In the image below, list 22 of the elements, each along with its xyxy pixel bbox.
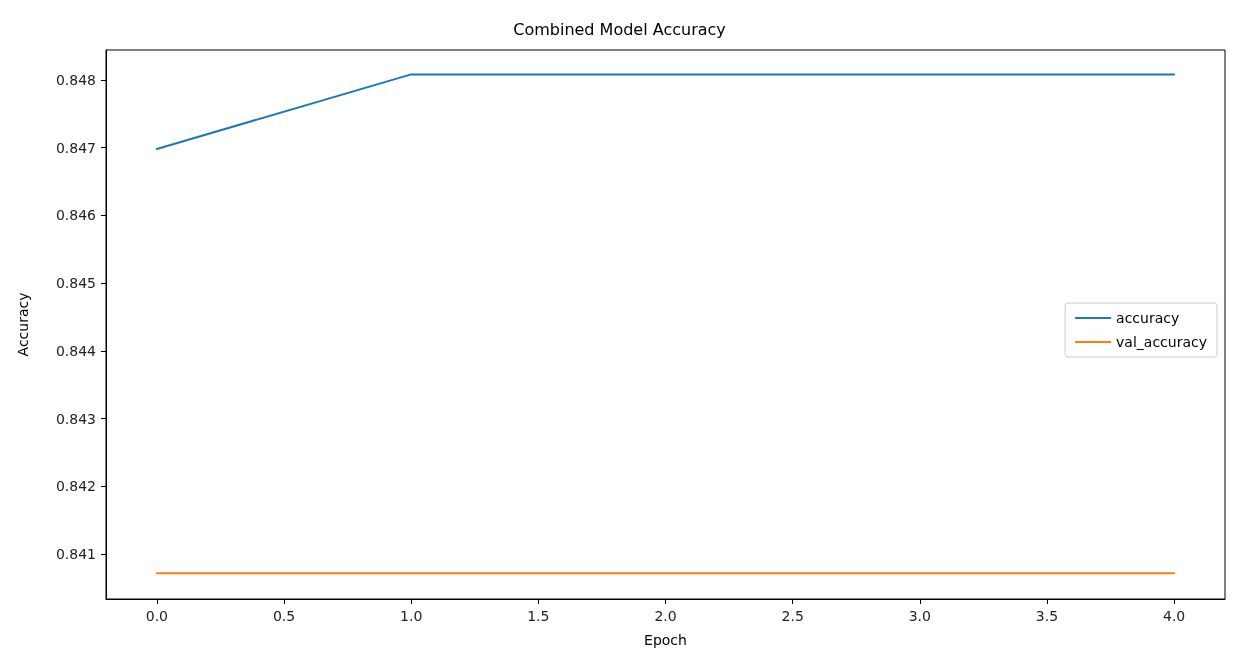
legend-label: accuracy bbox=[1116, 310, 1180, 326]
x-tick-label: 3.5 bbox=[1035, 608, 1059, 624]
x-tick-label: 2.5 bbox=[781, 608, 804, 624]
y-tick-label: 0.844 bbox=[55, 342, 97, 359]
x-tick-label: 4.0 bbox=[1163, 608, 1186, 624]
y-axis-title: Accuracy bbox=[15, 292, 31, 357]
y-tick-label: 0.848 bbox=[55, 71, 96, 88]
x-tick-label: 1.0 bbox=[400, 608, 423, 624]
y-tick-label: 0.845 bbox=[55, 275, 96, 292]
y-tick-label: 0.841 bbox=[55, 546, 96, 563]
y-tick-label: 0.843 bbox=[55, 410, 96, 427]
chart-title: Combined Model Accuracy bbox=[513, 19, 726, 39]
x-tick-label: 0.5 bbox=[272, 608, 296, 624]
x-tick-label: 0.0 bbox=[145, 608, 168, 624]
y-tick-label: 0.846 bbox=[55, 207, 97, 224]
y-tick-label: 0.842 bbox=[55, 478, 96, 495]
legend-label: val_accuracy bbox=[1116, 334, 1207, 350]
x-tick-label: 1.5 bbox=[527, 608, 550, 624]
x-tick-label: 3.0 bbox=[908, 608, 931, 624]
x-axis-title: Epoch bbox=[644, 632, 687, 648]
x-tick-label: 2.0 bbox=[654, 608, 677, 624]
y-tick-label: 0.847 bbox=[55, 139, 96, 156]
